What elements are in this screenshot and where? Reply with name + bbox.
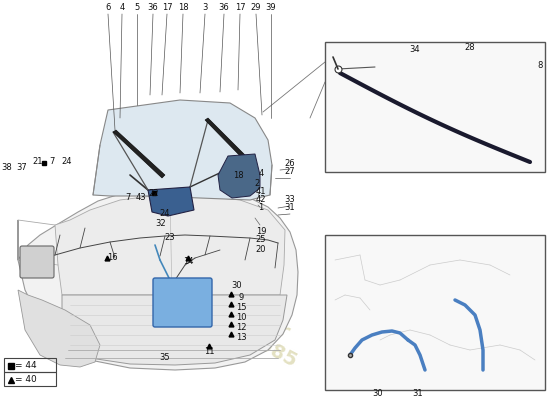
- Text: 7: 7: [50, 158, 54, 166]
- Polygon shape: [55, 195, 285, 295]
- Polygon shape: [18, 189, 298, 370]
- Text: 30: 30: [232, 282, 243, 290]
- Polygon shape: [205, 118, 248, 161]
- Text: 11: 11: [204, 348, 214, 356]
- Text: 18: 18: [233, 170, 243, 180]
- Text: 23: 23: [164, 234, 175, 242]
- Text: 4: 4: [119, 4, 125, 12]
- Text: a passion for
parts since 1985: a passion for parts since 1985: [130, 249, 310, 371]
- Text: 2: 2: [254, 178, 260, 188]
- Text: 26: 26: [285, 158, 295, 168]
- Text: 38: 38: [2, 164, 12, 172]
- Text: 1: 1: [258, 202, 263, 212]
- FancyBboxPatch shape: [325, 42, 545, 172]
- FancyBboxPatch shape: [153, 278, 212, 327]
- Text: 12: 12: [236, 324, 246, 332]
- Text: 31: 31: [412, 388, 424, 398]
- Text: 6: 6: [105, 4, 111, 12]
- Text: 24: 24: [160, 210, 170, 218]
- Text: 31: 31: [285, 204, 295, 212]
- Text: 21: 21: [33, 158, 43, 166]
- Text: 35: 35: [160, 352, 170, 362]
- Text: 43: 43: [136, 192, 146, 202]
- Polygon shape: [113, 130, 165, 178]
- Text: 22: 22: [148, 188, 159, 198]
- Polygon shape: [62, 295, 287, 365]
- Text: 36: 36: [219, 4, 229, 12]
- Text: 13: 13: [236, 334, 246, 342]
- Text: 27: 27: [285, 168, 295, 176]
- Text: 7: 7: [125, 192, 131, 202]
- Text: 4: 4: [258, 170, 263, 178]
- Text: 39: 39: [266, 4, 276, 12]
- Text: = 44: = 44: [15, 362, 37, 370]
- Text: 17: 17: [235, 4, 245, 12]
- Text: 29: 29: [251, 4, 261, 12]
- Text: 19: 19: [256, 228, 266, 236]
- Text: 5: 5: [134, 4, 140, 12]
- Text: 24: 24: [62, 158, 72, 166]
- FancyBboxPatch shape: [325, 235, 545, 390]
- Text: 33: 33: [285, 196, 295, 204]
- Text: 16: 16: [107, 254, 117, 262]
- Text: 32: 32: [156, 218, 166, 228]
- Text: 10: 10: [236, 314, 246, 322]
- Text: 42: 42: [256, 194, 266, 204]
- FancyBboxPatch shape: [20, 246, 54, 278]
- Text: 25: 25: [256, 236, 266, 244]
- Text: 36: 36: [147, 4, 158, 12]
- Text: 17: 17: [162, 4, 172, 12]
- Text: 41: 41: [256, 186, 266, 196]
- Text: 18: 18: [178, 4, 188, 12]
- Text: 14: 14: [183, 258, 193, 266]
- Polygon shape: [93, 100, 272, 200]
- Polygon shape: [148, 187, 194, 216]
- Text: 28: 28: [465, 44, 475, 52]
- Text: 37: 37: [16, 164, 28, 172]
- Text: 15: 15: [236, 304, 246, 312]
- Text: 30: 30: [373, 388, 383, 398]
- Text: 9: 9: [238, 294, 244, 302]
- Text: 3: 3: [202, 4, 208, 12]
- Text: = 40: = 40: [15, 376, 37, 384]
- Text: 8: 8: [537, 60, 543, 70]
- Text: 20: 20: [256, 244, 266, 254]
- Polygon shape: [218, 154, 260, 198]
- Polygon shape: [18, 290, 100, 367]
- Text: 34: 34: [410, 46, 420, 54]
